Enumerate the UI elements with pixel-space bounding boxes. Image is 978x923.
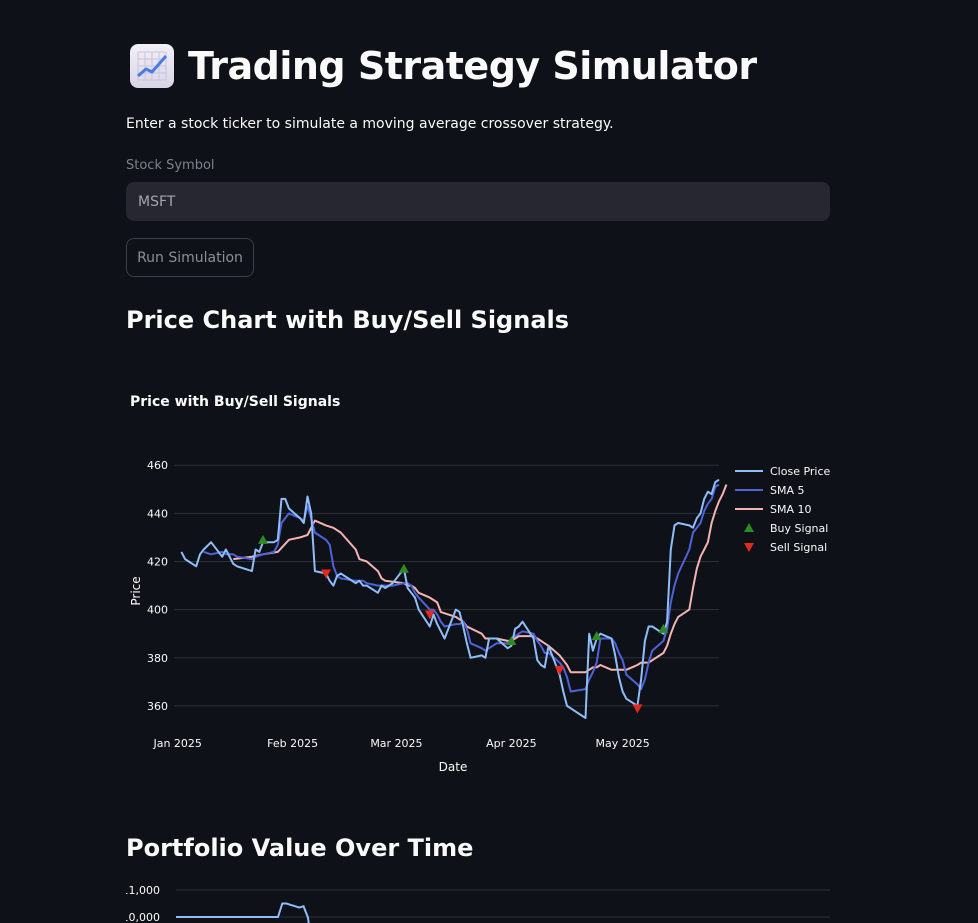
legend-swatch	[744, 523, 754, 532]
legend-swatch	[744, 543, 754, 552]
buy-signal-marker	[257, 534, 268, 544]
portfolio-grid: 10,000 11,000	[126, 884, 830, 923]
portfolio-heading: Portfolio Value Over Time	[126, 834, 474, 862]
chart-series	[180, 478, 728, 719]
legend-buy-signal[interactable]: Buy Signal	[744, 522, 828, 535]
y-axis-label: Price	[129, 576, 143, 605]
portfolio-y-tick-label: 10,000	[126, 911, 160, 923]
y-tick-label: 380	[147, 652, 168, 665]
chart-title: Price with Buy/Sell Signals	[130, 394, 340, 410]
legend-label: Buy Signal	[770, 522, 828, 535]
x-axis-label: Date	[439, 760, 468, 774]
y-tick-label: 400	[147, 604, 168, 617]
sell-signal-marker	[632, 704, 643, 714]
buy-signal-marker	[658, 623, 669, 633]
sma5-line	[203, 483, 720, 693]
portfolio-series	[176, 902, 310, 923]
legend-label: SMA 5	[770, 484, 805, 497]
sell-signal-marker	[424, 610, 435, 620]
chart-grid	[174, 464, 719, 707]
portfolio-y-tick-label: 11,000	[126, 884, 160, 897]
legend-sma10[interactable]: SMA 10	[735, 503, 812, 516]
sma10-line	[233, 484, 728, 674]
buy-signal-marker	[398, 563, 409, 573]
price-chart-heading: Price Chart with Buy/Sell Signals	[126, 306, 570, 334]
page-subtitle: Enter a stock ticker to simulate a movin…	[126, 116, 614, 132]
y-tick-label: 460	[147, 459, 168, 472]
y-tick-label: 440	[147, 507, 168, 520]
x-tick-label: Feb 2025	[267, 737, 318, 750]
portfolio-value-line	[176, 902, 310, 923]
legend-close-price[interactable]: Close Price	[735, 465, 831, 478]
x-tick-label: May 2025	[595, 737, 649, 750]
chart-increasing-icon	[130, 44, 174, 88]
buy-signal-marker	[506, 635, 517, 645]
legend-label: SMA 10	[770, 503, 812, 516]
x-tick-label: Mar 2025	[370, 737, 422, 750]
sell-signal-marker	[554, 665, 565, 675]
sell-signal-marker	[321, 569, 332, 579]
stock-symbol-label: Stock Symbol	[126, 158, 215, 173]
y-tick-label: 420	[147, 556, 168, 569]
x-tick-label: Jan 2025	[152, 737, 201, 750]
legend-label: Sell Signal	[770, 541, 827, 554]
legend-label: Close Price	[770, 465, 831, 478]
chart-signals	[257, 534, 669, 714]
page-header: Trading Strategy Simulator	[130, 44, 757, 88]
price-chart[interactable]: Price with Buy/Sell Signals 360 380 400 420…	[126, 380, 846, 780]
chart-ticks: 360 380 400 420 440 460 Jan 2025 Feb 2025 Mar 20…	[147, 459, 650, 750]
chart-legend: Close Price SMA 5 SMA 10 Buy Signal Sell Sig…	[735, 465, 831, 554]
run-simulation-button[interactable]: Run Simulation	[126, 238, 254, 277]
legend-sma5[interactable]: SMA 5	[735, 484, 805, 497]
x-tick-label: Apr 2025	[486, 737, 537, 750]
portfolio-chart[interactable]: 10,000 11,000	[126, 878, 830, 923]
stock-symbol-value: MSFT	[138, 193, 176, 210]
close-price-line	[180, 478, 720, 719]
y-tick-label: 360	[147, 700, 168, 713]
legend-sell-signal[interactable]: Sell Signal	[744, 541, 827, 554]
stock-symbol-input[interactable]: MSFT	[126, 182, 830, 221]
page-title: Trading Strategy Simulator	[188, 44, 757, 88]
buy-signal-marker	[591, 631, 602, 641]
